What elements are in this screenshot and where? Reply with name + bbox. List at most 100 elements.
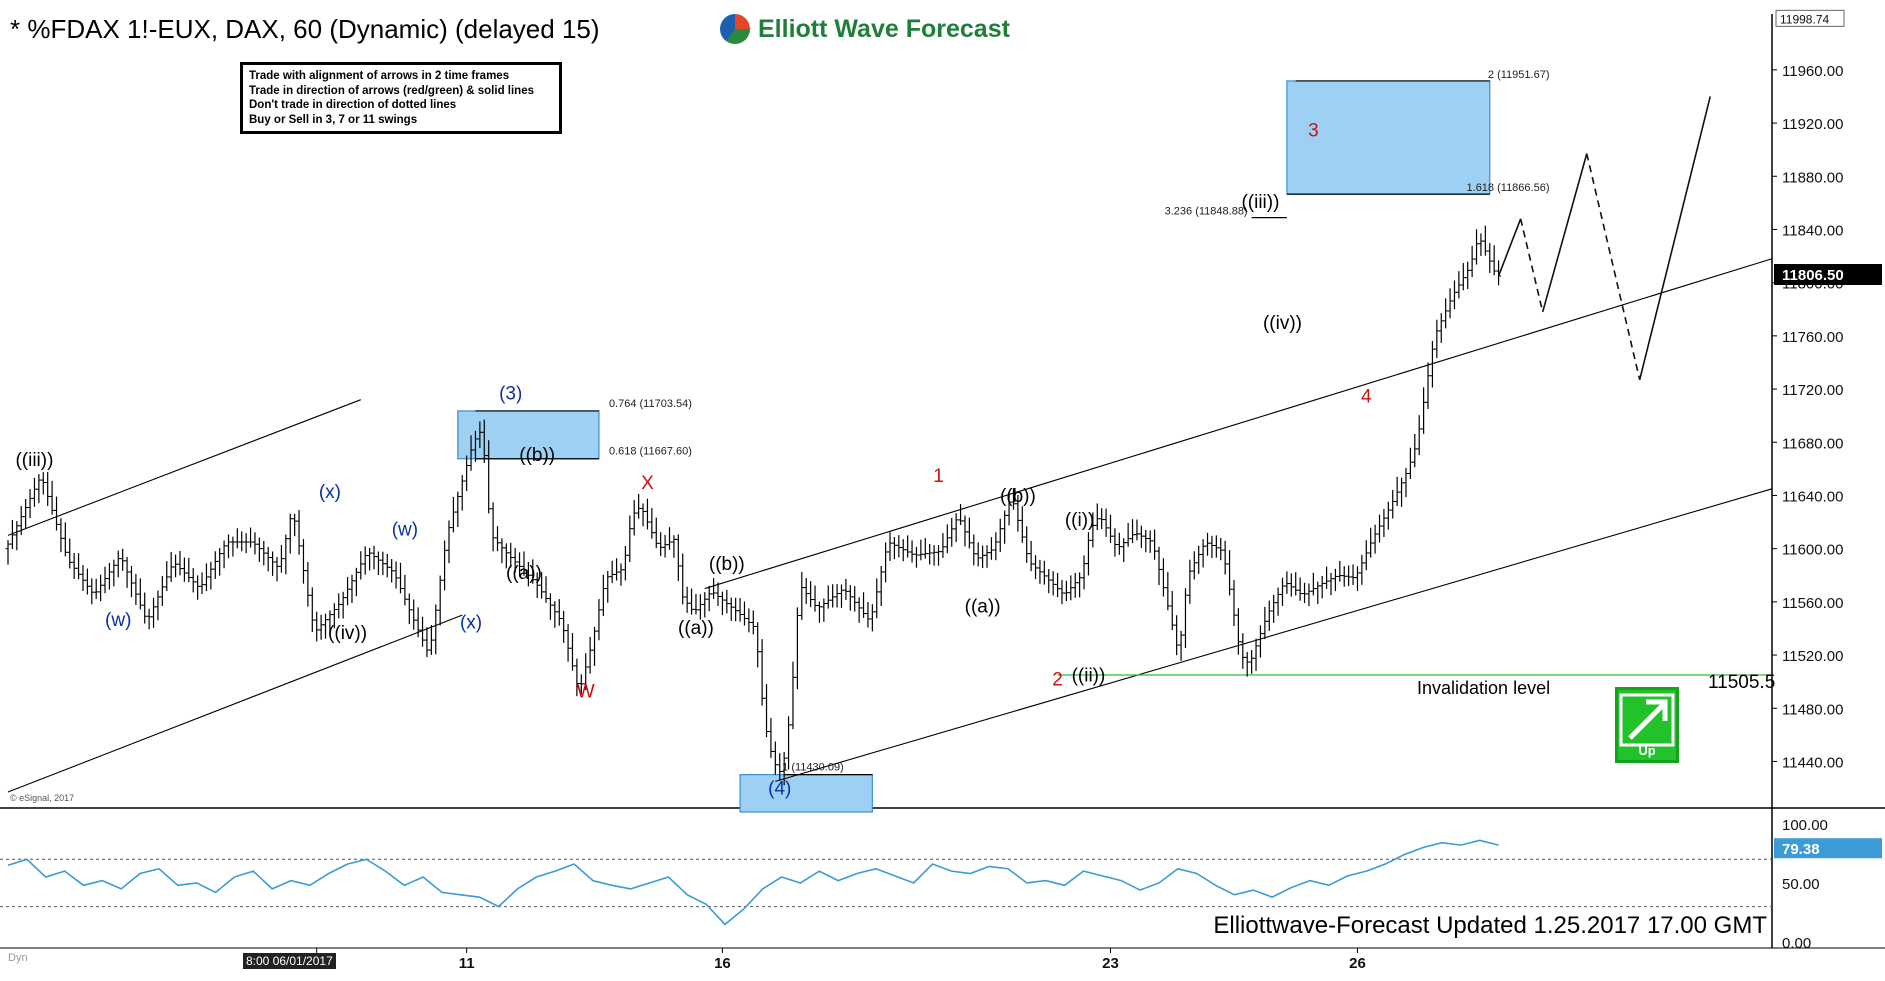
ohlc-bar xyxy=(728,597,734,622)
ohlc-bar xyxy=(1438,313,1444,343)
ohlc-bar xyxy=(1412,433,1418,468)
x-tick-label: 16 xyxy=(714,955,731,972)
ohlc-bar xyxy=(680,553,686,605)
ohlc-bar xyxy=(124,556,130,588)
arrow-up-right-icon xyxy=(1619,693,1675,747)
ohlc-bar xyxy=(23,499,29,529)
top-value-label: 11998.74 xyxy=(1780,12,1829,26)
projection-segment xyxy=(1497,218,1522,277)
ohlc-bar xyxy=(561,610,567,643)
ohlc-bar xyxy=(358,551,364,580)
ohlc-bar xyxy=(812,585,818,612)
ohlc-bar xyxy=(653,517,659,549)
ohlc-bar xyxy=(808,581,814,608)
ohlc-bar xyxy=(1085,532,1091,576)
ohlc-bar xyxy=(362,546,368,575)
ohlc-bar xyxy=(1310,572,1316,596)
ohlc-bar xyxy=(543,576,549,603)
last-price-badge xyxy=(1774,264,1882,286)
projection-segment xyxy=(1638,96,1712,380)
ohlc-bar xyxy=(54,496,60,531)
ohlc-bar xyxy=(446,520,452,564)
ohlc-bar xyxy=(1451,280,1457,310)
ohlc-bar xyxy=(909,540,915,563)
ohlc-bar xyxy=(667,527,672,550)
wave-label: (4) xyxy=(768,779,791,800)
wave-label: (x) xyxy=(460,612,482,633)
wave-label: W xyxy=(577,682,595,703)
ohlc-bar xyxy=(922,538,928,559)
rsi-line xyxy=(7,839,1499,926)
ohlc-bar xyxy=(675,534,681,581)
ohlc-bar xyxy=(490,502,496,552)
y-tick-label: 11520.00 xyxy=(1782,648,1843,665)
ohlc-bar xyxy=(1341,566,1347,587)
ohlc-bar xyxy=(790,661,796,730)
ohlc-bar xyxy=(80,565,86,592)
ohlc-bar xyxy=(1138,525,1144,548)
ohlc-bar xyxy=(1460,263,1466,291)
ohlc-bar xyxy=(869,604,875,632)
ohlc-bar xyxy=(164,561,170,592)
wave-label: ((a)) xyxy=(965,596,1001,617)
y-tick-label: 11480.00 xyxy=(1782,701,1843,718)
y-tick-label: 11600.00 xyxy=(1782,542,1843,559)
ohlc-bar xyxy=(1407,447,1413,480)
ohlc-bar xyxy=(305,561,311,607)
y-tick-label: 11960.00 xyxy=(1782,63,1843,80)
ohlc-bar xyxy=(1288,573,1294,597)
ohlc-bar xyxy=(949,517,955,547)
ohlc-bar xyxy=(569,633,575,671)
ohlc-bar xyxy=(1191,551,1197,580)
ohlc-bar xyxy=(1227,550,1233,596)
ohlc-bar xyxy=(243,533,249,554)
ohlc-bar xyxy=(274,556,280,582)
ohlc-bar xyxy=(1319,575,1325,599)
ohlc-bar xyxy=(203,563,209,592)
ohlc-bar xyxy=(1271,594,1277,623)
ohlc-bar xyxy=(287,513,293,554)
ohlc-bar xyxy=(719,591,725,616)
rsi-tick-label: 100.00 xyxy=(1782,817,1828,834)
top-value-badge xyxy=(1775,9,1845,27)
ohlc-bar xyxy=(208,561,214,590)
ohlc-bar xyxy=(345,576,351,606)
ohlc-bar xyxy=(433,604,439,655)
ohlc-bar xyxy=(874,578,880,619)
ohlc-bar xyxy=(137,578,143,610)
symbol-title: * %FDAX 1!-EUX, DAX, 60 (Dynamic) (delay… xyxy=(10,14,600,44)
globe-icon xyxy=(720,14,750,44)
ohlc-bar xyxy=(1099,508,1105,530)
ohlc-bar xyxy=(1425,362,1431,409)
ohlc-bar xyxy=(711,578,717,599)
ohlc-bar xyxy=(706,585,712,612)
target-box-wave-4 xyxy=(739,774,873,813)
ohlc-bar xyxy=(190,568,196,593)
ohlc-bar xyxy=(106,562,112,590)
ohlc-bar xyxy=(1253,638,1259,671)
ohlc-bar xyxy=(495,526,501,552)
wave-label: 3 xyxy=(1308,120,1319,141)
rule-line: Buy or Sell in 3, 7 or 11 swings xyxy=(249,113,418,126)
ohlc-bar xyxy=(252,532,258,555)
rule-line: Trade with alignment of arrows in 2 time… xyxy=(249,70,510,82)
x-tick-label: 26 xyxy=(1349,955,1366,972)
ohlc-bar xyxy=(67,538,73,569)
ohlc-bar xyxy=(834,584,840,608)
ohlc-bar xyxy=(1363,540,1369,571)
ohlc-bar xyxy=(36,474,42,504)
ohlc-bar xyxy=(547,593,553,620)
ohlc-bar xyxy=(1487,243,1493,274)
ohlc-bar xyxy=(173,554,179,578)
fib-level-label: 2 (11951.67) xyxy=(1488,69,1550,81)
wave-label: ((iii)) xyxy=(15,450,53,471)
rsi-value-badge xyxy=(1774,838,1882,859)
wave-label: ((i)) xyxy=(1065,510,1095,531)
ohlc-bar xyxy=(120,548,126,571)
ohlc-bar xyxy=(1332,568,1338,592)
ohlc-bar xyxy=(852,586,858,612)
ohlc-bar xyxy=(397,562,403,594)
wave-label: ((iii)) xyxy=(1241,192,1279,213)
y-tick-label: 11720.00 xyxy=(1782,382,1843,399)
